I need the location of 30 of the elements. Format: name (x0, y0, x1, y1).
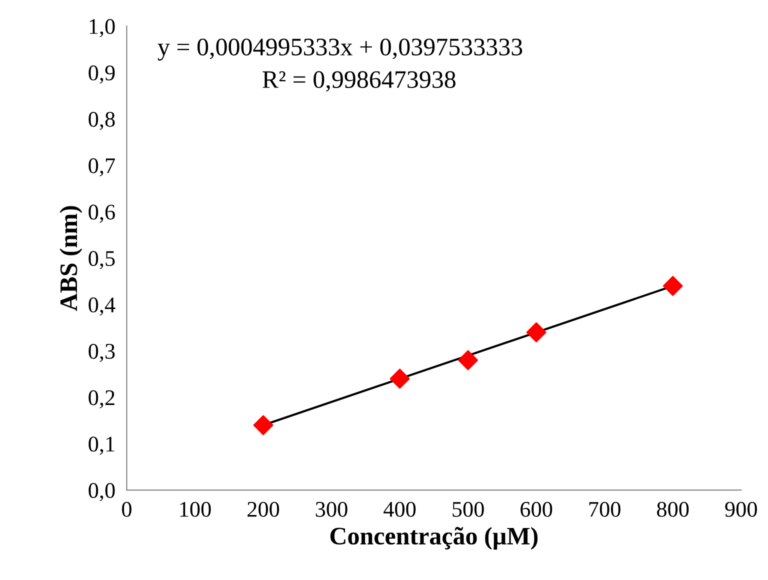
point (662, 276, 683, 296)
x-tick-label: 600 (520, 502, 552, 517)
y-tick-label: 0,4 (88, 297, 116, 316)
annotation: y = 0,0004995333x + 0,0397533333 (158, 38, 522, 61)
y-tick-label: 0,9 (88, 65, 115, 84)
point (458, 350, 478, 370)
x-tick-label: 500 (452, 502, 484, 517)
x-tick-label: 300 (316, 502, 348, 517)
x-tick-label: 100 (180, 502, 211, 517)
annotation: R² = 0,9986473938 (262, 71, 456, 92)
y-tick-label: 0,7 (88, 158, 115, 176)
y-axis-title: ABS (nm) (60, 206, 82, 311)
x-tick-label: 700 (589, 502, 620, 517)
y-tick-label: 0,1 (88, 436, 114, 455)
x-axis-title: Concentração (µM) (330, 526, 538, 550)
y-tick-label: 0,0 (88, 483, 115, 502)
x-tick-label: 400 (384, 502, 416, 517)
x-tick-label: 200 (248, 502, 280, 517)
point (390, 368, 410, 389)
y-tick-label: 0,8 (88, 112, 115, 130)
y-tick-label: 0,6 (88, 204, 115, 223)
y-tick-label: 0,3 (88, 344, 115, 362)
x-tick-label: 0 (122, 502, 132, 517)
y-tick-label: 0,5 (88, 251, 115, 270)
x-tick-label: 900 (725, 502, 757, 517)
y-tick-label: 1,0 (90, 19, 115, 38)
point (253, 415, 274, 436)
y-tick-label: 0,2 (88, 390, 114, 408)
x-tick-label: 800 (657, 502, 689, 517)
point (526, 322, 546, 342)
